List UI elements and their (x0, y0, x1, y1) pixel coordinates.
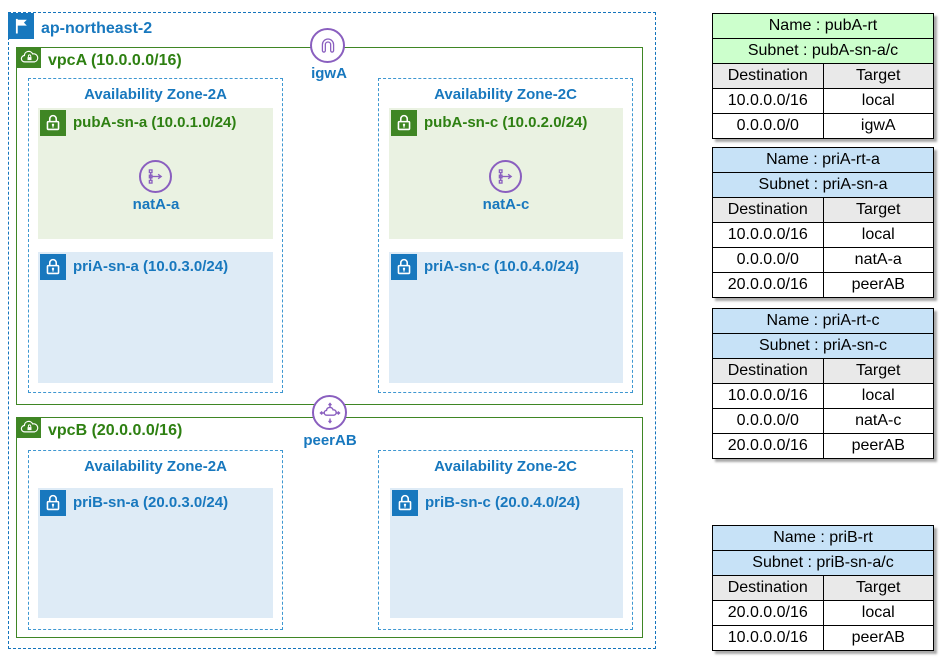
private-subnet-lock-icon (391, 254, 417, 280)
vpc-b-label: vpcB (20.0.0.0/16) (48, 422, 183, 439)
column-header-destination: Destination (712, 358, 824, 384)
route-table-name: Name : priA-rt-a (712, 147, 934, 173)
route-target: local (822, 88, 934, 114)
nat-gateway-icon (489, 160, 522, 193)
subnet-label: pubA-sn-a (10.0.1.0/24) (73, 113, 237, 131)
vpcb-az-2c-box: Availability Zone-2C (378, 450, 633, 630)
region-box (8, 12, 656, 649)
vpc-peering-icon (312, 395, 347, 430)
route-target: peerAB (822, 272, 934, 298)
route-target: natA-a (822, 247, 934, 273)
internet-gateway-icon (310, 28, 345, 63)
vpca-az-2a-box: Availability Zone-2A (28, 78, 283, 393)
nat-label: natA-c (482, 196, 530, 213)
public-subnet-lock-icon (391, 110, 417, 136)
route-destination: 10.0.0.0/16 (712, 88, 824, 114)
column-header-destination: Destination (712, 63, 824, 89)
route-destination: 10.0.0.0/16 (712, 383, 824, 409)
route-target: local (822, 600, 934, 626)
column-header-target: Target (822, 575, 934, 601)
route-target: local (822, 222, 934, 248)
route-destination: 0.0.0.0/0 (712, 247, 824, 273)
route-target: peerAB (822, 625, 934, 651)
route-table-subnet: Subnet : pubA-sn-a/c (712, 38, 934, 64)
subnet-prib-sn-a: priB-sn-a (20.0.3.0/24) (38, 488, 273, 618)
subnet-label: priA-sn-c (10.0.4.0/24) (424, 257, 580, 275)
route-table-name: Name : pubA-rt (712, 13, 934, 39)
vpc-cloud-icon (17, 47, 41, 68)
subnet-label: priB-sn-a (20.0.3.0/24) (73, 493, 229, 511)
az-title: Availability Zone-2C (434, 458, 577, 475)
route-target: natA-c (822, 408, 934, 434)
private-subnet-lock-icon (392, 490, 418, 516)
subnet-prib-sn-c: priB-sn-c (20.0.4.0/24) (390, 488, 623, 618)
subnet-label: pubA-sn-c (10.0.2.0/24) (424, 113, 588, 131)
route-table-pria-rt-c: Name : priA-rt-c Subnet : priA-sn-c Dest… (712, 308, 934, 459)
az-title: Availability Zone-2A (84, 458, 227, 475)
column-header-target: Target (822, 63, 934, 89)
subnet-label: priA-sn-a (10.0.3.0/24) (73, 257, 229, 275)
vpc-cloud-icon (17, 417, 41, 438)
public-subnet-lock-icon (40, 110, 66, 136)
route-target: igwA (822, 113, 934, 139)
region-label: ap-northeast-2 (41, 20, 153, 37)
private-subnet-lock-icon (40, 254, 66, 280)
route-destination: 0.0.0.0/0 (712, 408, 824, 434)
subnet-pria-sn-a: priA-sn-a (10.0.3.0/24) (38, 252, 273, 383)
column-header-destination: Destination (712, 575, 824, 601)
route-table-name: Name : priA-rt-c (712, 308, 934, 334)
nat-gateway-icon (139, 160, 172, 193)
route-destination: 20.0.0.0/16 (712, 433, 824, 459)
az-title: Availability Zone-2A (84, 86, 227, 103)
route-table-subnet: Subnet : priB-sn-a/c (712, 550, 934, 576)
igw-label: igwA (311, 65, 347, 82)
az-title: Availability Zone-2C (434, 86, 577, 103)
subnet-pria-sn-c: priA-sn-c (10.0.4.0/24) (389, 252, 623, 383)
nat-label: natA-a (132, 196, 180, 213)
route-destination: 20.0.0.0/16 (712, 272, 824, 298)
vpca-az-2c-box: Availability Zone-2C (378, 78, 633, 393)
column-header-target: Target (822, 358, 934, 384)
route-destination: 20.0.0.0/16 (712, 600, 824, 626)
route-destination: 0.0.0.0/0 (712, 113, 824, 139)
route-target: local (822, 383, 934, 409)
route-destination: 10.0.0.0/16 (712, 222, 824, 248)
route-table-prib-rt: Name : priB-rt Subnet : priB-sn-a/c Dest… (712, 525, 934, 651)
route-destination: 10.0.0.0/16 (712, 625, 824, 651)
region-flag-icon (8, 13, 34, 39)
route-table-subnet: Subnet : priA-sn-a (712, 172, 934, 198)
route-table-pria-rt-a: Name : priA-rt-a Subnet : priA-sn-a Dest… (712, 147, 934, 298)
column-header-destination: Destination (712, 197, 824, 223)
route-target: peerAB (822, 433, 934, 459)
column-header-target: Target (822, 197, 934, 223)
route-table-name: Name : priB-rt (712, 525, 934, 551)
route-table-subnet: Subnet : priA-sn-c (712, 333, 934, 359)
subnet-puba-sn-a: pubA-sn-a (10.0.1.0/24) (38, 108, 273, 239)
route-table-puba-rt: Name : pubA-rt Subnet : pubA-sn-a/c Dest… (712, 13, 934, 139)
subnet-label: priB-sn-c (20.0.4.0/24) (425, 493, 581, 511)
vpcb-az-2a-box: Availability Zone-2A (28, 450, 283, 630)
peering-label: peerAB (303, 432, 357, 449)
vpc-a-label: vpcA (10.0.0.0/16) (48, 52, 182, 69)
private-subnet-lock-icon (40, 490, 66, 516)
